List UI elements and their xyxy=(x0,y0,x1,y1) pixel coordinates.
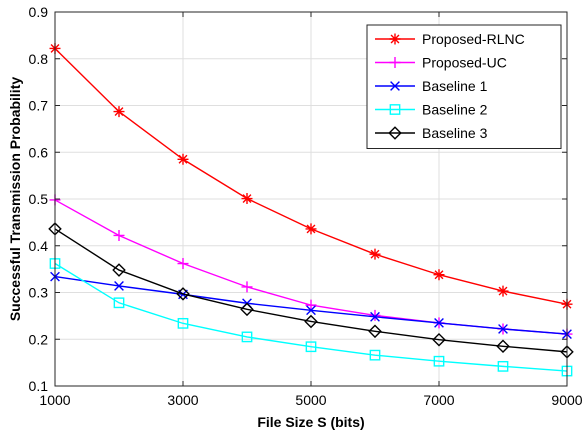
data-point-baseline-3 xyxy=(496,339,510,354)
x-tick-label: 5000 xyxy=(295,392,326,408)
data-point-proposed-rlnc xyxy=(113,106,125,118)
data-point-proposed-uc xyxy=(369,309,381,321)
legend-label: Baseline 1 xyxy=(422,78,488,94)
data-point-proposed-rlnc xyxy=(497,285,509,297)
legend-label: Baseline 3 xyxy=(422,125,488,141)
data-point-baseline-3 xyxy=(240,302,254,317)
legend-label: Baseline 2 xyxy=(422,102,488,118)
data-point-baseline-2 xyxy=(241,331,253,343)
series-baseline-3 xyxy=(48,222,574,359)
data-point-baseline-3 xyxy=(176,287,190,301)
y-tick-label: 0.3 xyxy=(29,285,49,301)
legend-marker xyxy=(389,104,401,115)
legend-label: Proposed-UC xyxy=(422,55,507,71)
series-layer xyxy=(48,42,574,377)
y-tick-label: 0.2 xyxy=(29,331,49,347)
data-point-baseline-2 xyxy=(433,355,445,367)
data-point-baseline-1 xyxy=(370,311,380,322)
legend-box xyxy=(366,24,562,149)
data-point-baseline-1 xyxy=(114,281,124,291)
data-point-proposed-rlnc xyxy=(177,153,189,165)
legend-marker xyxy=(389,57,401,68)
data-point-baseline-2 xyxy=(305,341,317,353)
x-tick-label: 7000 xyxy=(423,392,454,408)
series-line-baseline-2 xyxy=(54,262,568,372)
data-point-baseline-1 xyxy=(434,317,444,328)
legend-label: Proposed-RLNC xyxy=(422,31,525,47)
x-tick-label: 3000 xyxy=(167,392,198,408)
data-point-baseline-1 xyxy=(306,305,316,316)
legend-item-baseline-3: Baseline 3 xyxy=(375,125,488,141)
y-tick-label: 0.4 xyxy=(29,238,49,254)
x-axis-ticks: 1000 3000 5000 7000 9000 xyxy=(39,12,583,408)
legend-marker xyxy=(390,81,400,91)
x-tick-label: 9000 xyxy=(551,392,582,408)
legend-marker xyxy=(388,126,402,140)
data-point-proposed-uc xyxy=(305,299,317,311)
y-tick-label: 0.6 xyxy=(29,144,49,160)
y-tick-label: 0.9 xyxy=(29,4,49,20)
legend: Proposed-RLNC Proposed-UC Baseline 1 Baseli… xyxy=(366,24,562,149)
legend-item-baseline-1: Baseline 1 xyxy=(375,78,488,94)
data-point-proposed-rlnc xyxy=(305,223,317,235)
y-axis-title: Successful Transmission Probability xyxy=(7,77,23,322)
legend-item-proposed-uc: Proposed-UC xyxy=(375,55,507,71)
legend-item-proposed-rlnc: Proposed-RLNC xyxy=(375,31,525,47)
y-axis-ticks: 0.1 0.2 0.3 0.4 0.5 0.6 0.7 0.8 0.9 xyxy=(29,4,567,394)
data-point-proposed-rlnc xyxy=(241,193,253,205)
y-tick-label: 0.7 xyxy=(29,98,49,114)
data-point-baseline-3 xyxy=(432,332,446,347)
y-tick-label: 0.8 xyxy=(29,51,49,67)
data-point-baseline-1 xyxy=(498,324,508,334)
data-point-proposed-rlnc xyxy=(369,248,381,260)
data-point-proposed-uc xyxy=(241,281,253,293)
series-line-baseline-3 xyxy=(54,228,568,353)
data-point-baseline-3 xyxy=(304,314,318,329)
data-point-proposed-uc xyxy=(113,229,125,241)
data-point-baseline-2 xyxy=(497,360,509,372)
data-point-baseline-2 xyxy=(113,297,125,309)
x-axis-title: File Size S (bits) xyxy=(257,414,364,430)
data-point-baseline-3 xyxy=(368,324,382,339)
data-point-baseline-2 xyxy=(369,349,381,361)
y-tick-label: 0.1 xyxy=(29,378,49,394)
legend-item-baseline-2: Baseline 2 xyxy=(375,102,488,118)
x-tick-label: 1000 xyxy=(39,392,70,408)
legend-marker xyxy=(389,33,401,45)
data-point-proposed-rlnc xyxy=(433,269,445,281)
data-point-proposed-uc xyxy=(177,258,189,270)
data-point-baseline-2 xyxy=(177,317,189,329)
y-tick-label: 0.5 xyxy=(29,191,49,207)
data-point-baseline-3 xyxy=(112,263,126,277)
